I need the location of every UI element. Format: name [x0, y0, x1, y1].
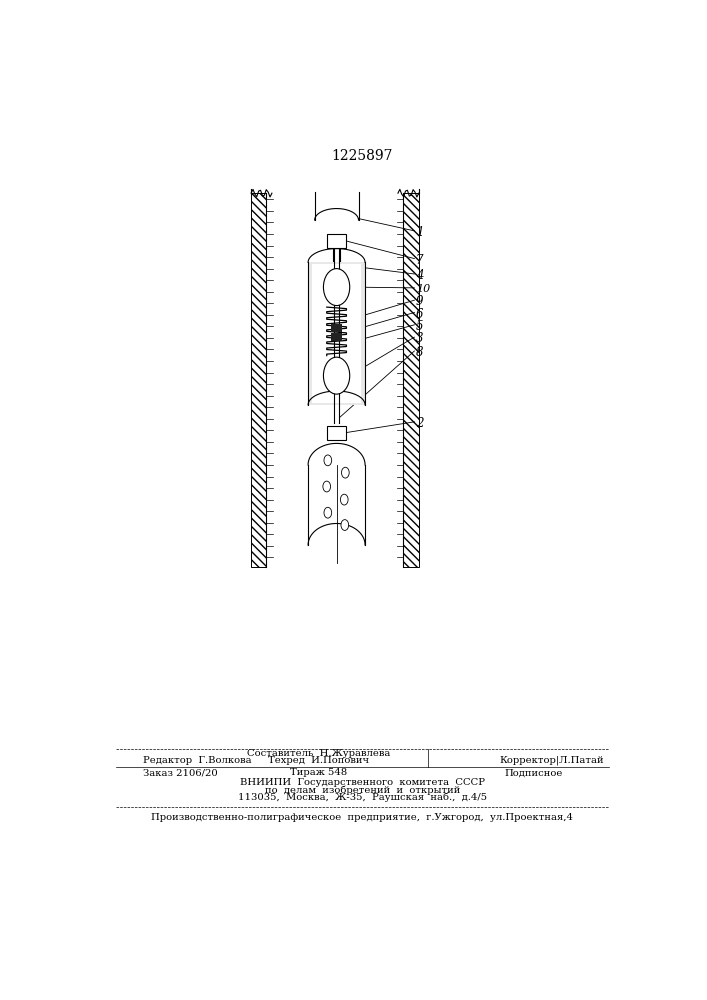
- Bar: [267, 193, 404, 567]
- Text: Составитель  Н.Журавлева: Составитель Н.Журавлева: [247, 749, 390, 758]
- Bar: [309, 262, 365, 405]
- Bar: [327, 234, 346, 248]
- Text: 10: 10: [416, 284, 431, 294]
- Text: Подписное: Подписное: [505, 768, 563, 777]
- Text: Заказ 2106/20: Заказ 2106/20: [144, 768, 218, 777]
- Text: 5: 5: [416, 320, 423, 333]
- Bar: [312, 264, 361, 403]
- Text: Корректор|Л.Патай: Корректор|Л.Патай: [499, 756, 604, 765]
- Circle shape: [323, 357, 350, 394]
- Circle shape: [323, 481, 331, 492]
- Bar: [251, 193, 267, 567]
- Text: Техред  И.Попович: Техред И.Попович: [268, 756, 369, 765]
- Text: 7: 7: [416, 254, 423, 267]
- Bar: [327, 426, 346, 440]
- Circle shape: [324, 507, 332, 518]
- Circle shape: [323, 269, 350, 306]
- Bar: [331, 324, 342, 332]
- Circle shape: [341, 467, 349, 478]
- Text: 1: 1: [416, 226, 423, 239]
- Text: 6: 6: [416, 308, 423, 321]
- Text: по  делам  изобретений  и  открытий: по делам изобретений и открытий: [264, 785, 460, 795]
- Bar: [404, 193, 419, 567]
- Text: Редактор  Г.Волкова: Редактор Г.Волкова: [144, 756, 252, 765]
- Text: 4: 4: [416, 269, 423, 282]
- Text: 1225897: 1225897: [332, 149, 393, 163]
- Text: 2: 2: [416, 417, 423, 430]
- Bar: [331, 333, 342, 341]
- Circle shape: [341, 494, 348, 505]
- Text: 8: 8: [416, 346, 423, 359]
- Text: 113035,  Москва,  Ж-35,  Раушская  наб.,  д.4/5: 113035, Москва, Ж-35, Раушская наб., д.4…: [238, 793, 487, 802]
- Text: ВНИИПИ  Государственного  комитета  СССР: ВНИИПИ Государственного комитета СССР: [240, 778, 485, 787]
- Text: 9: 9: [416, 295, 423, 308]
- Text: Тираж 548: Тираж 548: [290, 768, 347, 777]
- Circle shape: [341, 520, 349, 530]
- Text: Производственно-полиграфическое  предприятие,  г.Ужгород,  ул.Проектная,4: Производственно-полиграфическое предприя…: [151, 813, 573, 822]
- Circle shape: [324, 455, 332, 466]
- Text: 3: 3: [416, 332, 423, 345]
